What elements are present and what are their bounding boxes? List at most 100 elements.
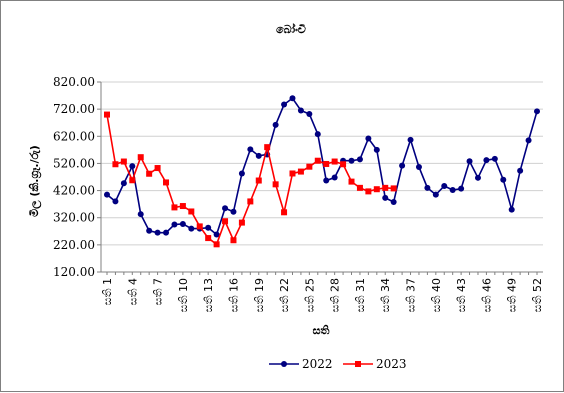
data-point-2023 bbox=[104, 111, 110, 118]
data-point-2022 bbox=[163, 229, 170, 236]
data-point-2022 bbox=[508, 206, 515, 213]
data-point-2022 bbox=[382, 194, 389, 201]
data-point-2023 bbox=[112, 161, 119, 168]
data-point-2023 bbox=[188, 208, 195, 215]
x-tick-label: සති 28 bbox=[329, 278, 342, 312]
y-tick-label: 220.00 bbox=[53, 238, 95, 252]
data-point-2022 bbox=[289, 95, 296, 102]
data-point-2022 bbox=[424, 184, 431, 191]
x-tick-label: සති 37 bbox=[405, 278, 418, 312]
data-point-2023 bbox=[314, 157, 321, 164]
data-point-2023 bbox=[238, 219, 245, 226]
x-tick-label: සති 13 bbox=[202, 278, 215, 312]
data-point-2022 bbox=[129, 163, 136, 170]
data-point-2023 bbox=[306, 163, 313, 170]
data-point-2022 bbox=[432, 191, 439, 198]
data-point-2022 bbox=[390, 198, 397, 205]
x-tick-label: සති 40 bbox=[430, 278, 443, 312]
data-point-2023 bbox=[348, 178, 355, 185]
legend-marker-2023 bbox=[355, 361, 361, 367]
gridlines bbox=[101, 81, 543, 246]
x-tick-label: සති 34 bbox=[379, 278, 392, 312]
data-point-2023 bbox=[323, 160, 330, 167]
y-axis-label: මිල (කි.ග්‍රෑ./රු) bbox=[28, 145, 43, 217]
data-point-2023 bbox=[154, 165, 161, 172]
data-point-2023 bbox=[365, 188, 372, 195]
data-point-2023 bbox=[390, 185, 397, 192]
data-point-2023 bbox=[297, 168, 304, 175]
data-point-2023 bbox=[222, 218, 229, 225]
y-tick-label: 820.00 bbox=[53, 75, 95, 89]
data-point-2023 bbox=[137, 154, 144, 161]
data-point-2022 bbox=[306, 111, 313, 118]
data-point-2022 bbox=[120, 180, 127, 187]
data-point-2022 bbox=[356, 156, 363, 163]
data-point-2022 bbox=[255, 152, 262, 159]
x-tick-label: සති 22 bbox=[278, 278, 291, 312]
data-point-2022 bbox=[238, 170, 245, 177]
y-tick-labels: 120.00 220.00 320.00 420.00 520.00 620.00 720.… bbox=[53, 75, 95, 279]
data-point-2023 bbox=[146, 170, 153, 177]
data-point-2022 bbox=[525, 137, 532, 144]
data-point-2022 bbox=[500, 176, 507, 183]
data-point-2023 bbox=[179, 203, 186, 210]
data-point-2022 bbox=[331, 174, 338, 181]
data-point-2023 bbox=[356, 184, 363, 191]
data-point-2023 bbox=[264, 144, 271, 151]
data-point-2023 bbox=[382, 184, 389, 191]
data-point-2022 bbox=[230, 208, 237, 215]
data-point-2022 bbox=[323, 177, 330, 184]
data-point-2022 bbox=[407, 136, 414, 143]
y-tick-label: 320.00 bbox=[53, 211, 95, 225]
legend-marker-2022 bbox=[281, 361, 287, 367]
data-point-2022 bbox=[154, 229, 161, 236]
data-point-2022 bbox=[466, 158, 473, 165]
data-point-2023 bbox=[247, 198, 254, 205]
data-point-2022 bbox=[415, 163, 422, 170]
x-tick-labels: සති 1 සති 4 සති 7 සති 10 සති 13 සති 16 සති 19 ස… bbox=[101, 278, 544, 312]
data-point-2023 bbox=[331, 158, 338, 165]
legend: 2022 2023 bbox=[269, 357, 407, 371]
data-point-2022 bbox=[213, 231, 220, 238]
data-point-2023 bbox=[255, 177, 262, 184]
data-point-2023 bbox=[373, 186, 380, 193]
x-tick-label: සති 4 bbox=[126, 278, 139, 305]
x-tick-label: සති 49 bbox=[506, 278, 519, 312]
data-point-2023 bbox=[196, 223, 203, 230]
x-tick-label: සති 25 bbox=[303, 278, 316, 312]
series bbox=[104, 95, 540, 248]
x-axis-label: සති bbox=[313, 324, 330, 337]
data-point-2022 bbox=[348, 157, 355, 164]
y-tick-label: 620.00 bbox=[53, 129, 95, 143]
x-tick-label: සති 1 bbox=[101, 278, 114, 305]
data-point-2022 bbox=[146, 227, 153, 234]
y-tick-label: 420.00 bbox=[53, 184, 95, 198]
x-tick-label: සති 10 bbox=[177, 278, 190, 312]
axes bbox=[97, 81, 543, 275]
data-point-2023 bbox=[230, 237, 237, 244]
data-point-2022 bbox=[297, 107, 304, 114]
y-tick-label: 520.00 bbox=[53, 156, 95, 170]
data-point-2022 bbox=[399, 162, 406, 169]
data-point-2022 bbox=[188, 225, 195, 232]
legend-label-2022: 2022 bbox=[302, 357, 333, 371]
x-tick-label: සති 43 bbox=[455, 278, 468, 312]
data-point-2022 bbox=[517, 167, 524, 174]
data-point-2023 bbox=[129, 177, 136, 184]
data-point-2022 bbox=[272, 121, 279, 128]
data-point-2023 bbox=[281, 209, 288, 216]
x-tick-label: සති 31 bbox=[354, 278, 367, 312]
data-point-2022 bbox=[365, 135, 372, 142]
x-tick-label: සති 16 bbox=[227, 278, 240, 312]
data-point-2023 bbox=[289, 170, 296, 177]
chart-title: බෝංචි bbox=[276, 22, 306, 36]
data-point-2022 bbox=[458, 185, 465, 192]
data-point-2022 bbox=[314, 131, 321, 138]
x-tick-label: සති 46 bbox=[480, 278, 493, 312]
x-tick-label: සති 52 bbox=[531, 278, 544, 312]
data-point-2022 bbox=[449, 187, 456, 194]
y-tick-label: 120.00 bbox=[53, 265, 95, 279]
data-point-2022 bbox=[112, 198, 119, 205]
